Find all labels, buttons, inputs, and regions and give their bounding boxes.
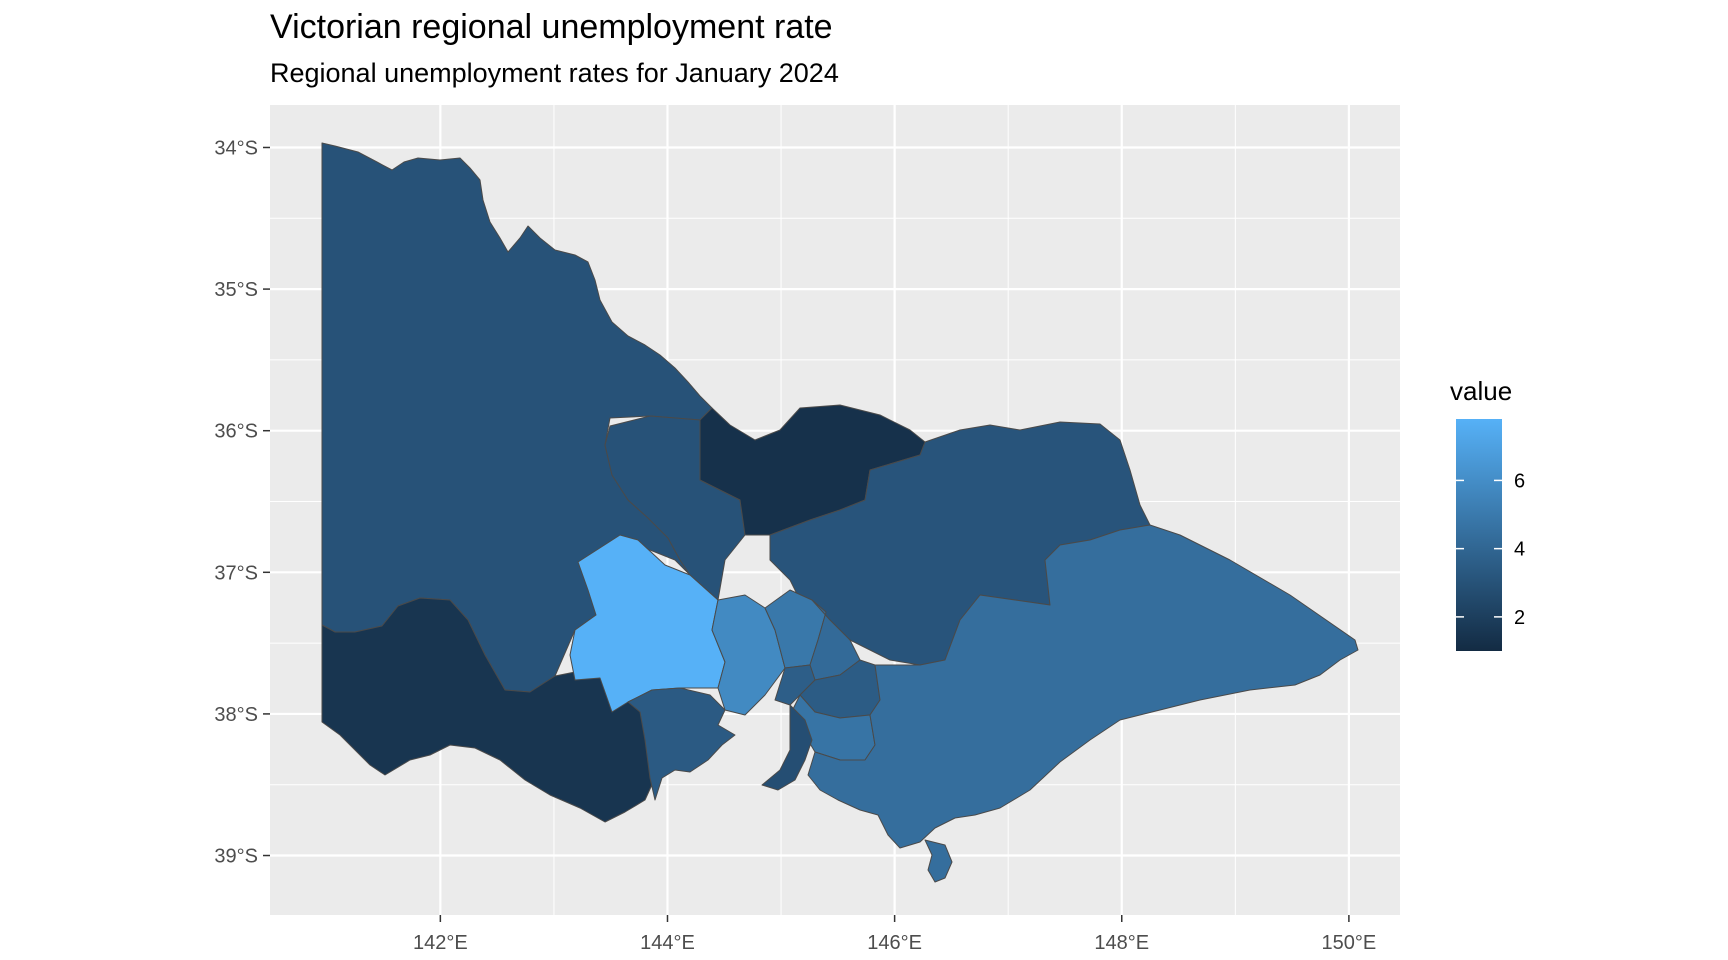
legend-title: value [1450,376,1512,406]
legend-label-2: 6 [1514,470,1525,492]
x-tick-label-1: 144°E [640,932,695,954]
legend-label-1: 4 [1514,539,1525,561]
region-geelong[interactable] [627,687,736,801]
x-tick-label-2: 146°E [867,932,922,954]
y-tick-label-4: 38°S [214,704,258,726]
legend: value 2 4 6 [1450,376,1525,651]
map-subtitle: Regional unemployment rates for January … [270,58,839,88]
region-mornington-peninsula[interactable] [761,704,813,791]
y-axis: 34°S 35°S 36°S 37°S 38°S 39°S [214,137,270,868]
y-tick-label-0: 34°S [214,137,258,159]
map-title: Victorian regional unemployment rate [270,8,833,46]
legend-ticks: 2 4 6 [1456,470,1525,629]
x-tick-label-0: 142°E [413,932,468,954]
y-tick-label-1: 35°S [214,279,258,301]
y-tick-label-3: 37°S [214,562,258,584]
x-axis: 142°E 144°E 146°E 148°E 150°E [413,915,1376,954]
region-latrobe-gippsland[interactable] [807,524,1359,849]
legend-colorbar [1456,419,1502,651]
region-wilsons-promontory[interactable] [924,839,953,883]
x-tick-label-3: 148°E [1094,932,1149,954]
y-tick-label-5: 39°S [214,846,258,868]
y-tick-label-2: 36°S [214,421,258,443]
legend-label-0: 2 [1514,607,1525,629]
x-tick-label-4: 150°E [1322,932,1377,954]
regions-layer [321,142,1359,883]
